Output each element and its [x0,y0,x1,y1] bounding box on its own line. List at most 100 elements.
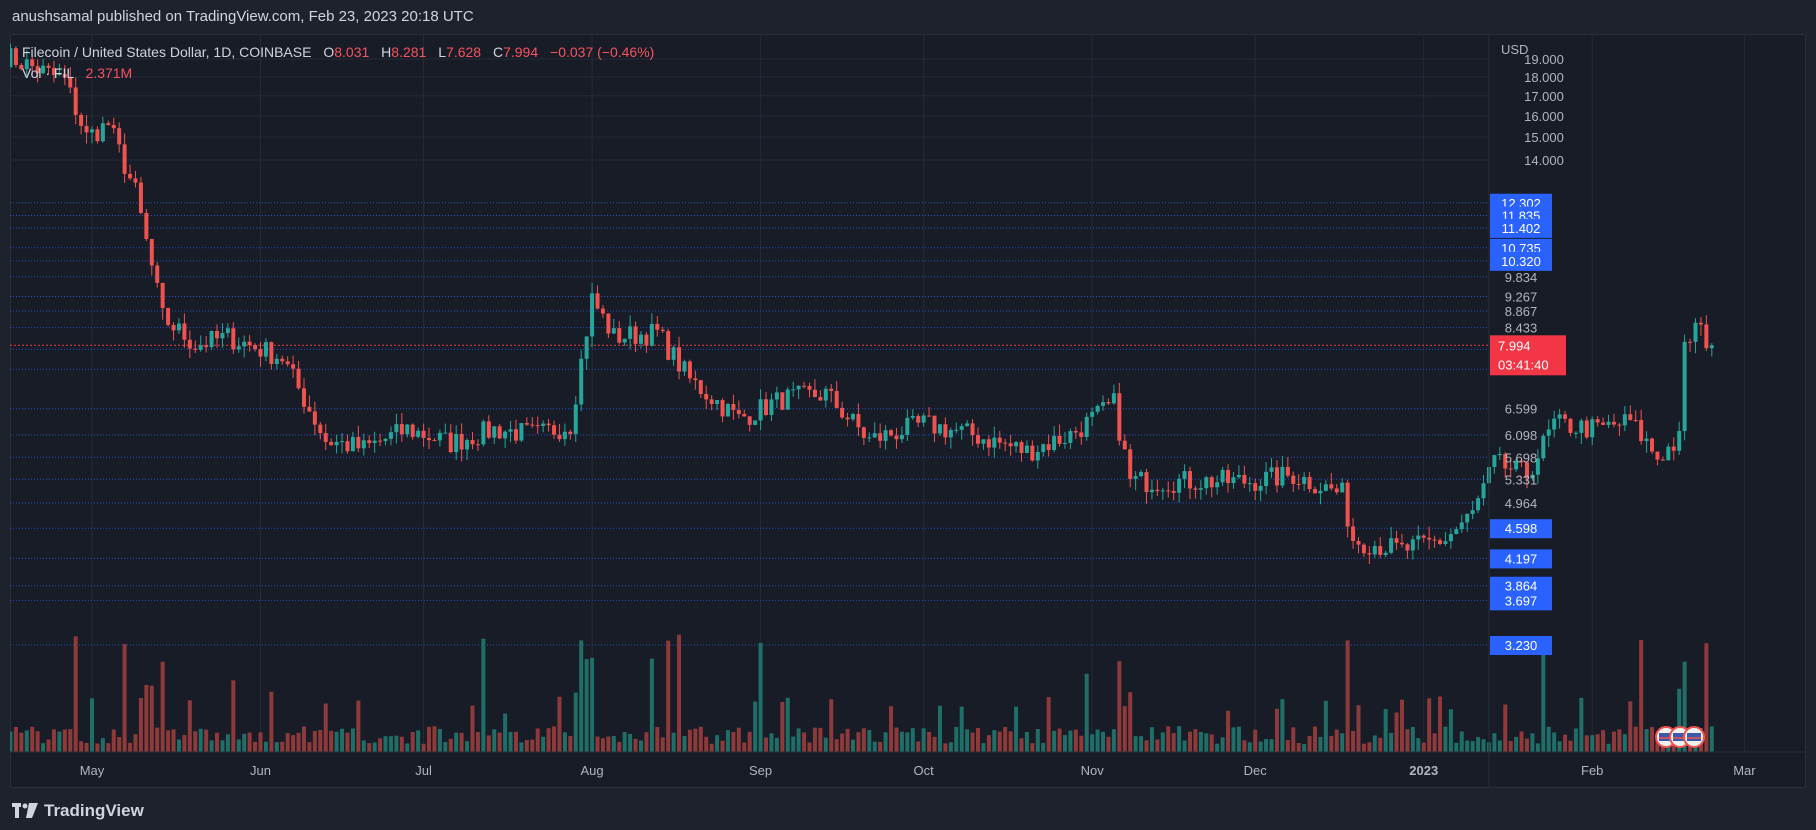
candle-body [1291,475,1296,484]
candle-body [1046,444,1051,451]
candle-body [965,423,970,427]
volume-bar [68,729,73,752]
candle-body [1622,414,1627,426]
candle-body [1438,540,1443,544]
candle-body [13,48,18,66]
candle-body [280,358,285,362]
candle-body [508,429,513,432]
volume-bar [807,742,812,752]
volume-bar [1617,729,1622,752]
economic-event-flag[interactable] [1683,726,1705,748]
volume-bar [1340,733,1345,752]
candle-body [1274,467,1279,486]
candle-body [372,440,377,444]
candle-body [1062,442,1067,444]
candle-body [1666,446,1671,461]
level-price-tag: 5.698 [1505,450,1538,465]
volume-bar [1296,742,1301,752]
volume-bar [725,730,730,752]
candle-body [1329,484,1334,489]
candle-body [329,441,334,446]
volume-bar [1329,735,1334,752]
volume-bar [1285,740,1290,752]
volume-bar [35,731,40,752]
volume-bar [160,661,165,752]
volume-bar [1579,697,1584,752]
candle-body [997,437,1002,443]
volume-bar [1628,701,1633,752]
volume-bar [948,742,953,752]
last-price-tag: 7.994 03:41:40 [1490,335,1566,376]
candle-body [1682,341,1687,432]
time-tick-label: Dec [1244,763,1268,778]
level-tag-text: 3.697 [1505,593,1538,608]
candle-body [829,388,834,392]
volume-bar [986,735,991,752]
time-tick-label: Sep [749,763,772,778]
candle-body [1285,466,1290,476]
tradingview-logo[interactable]: TradingView [12,796,144,826]
time-axis: May Jun Jul Aug Sep Oct Nov Dec 2023 Feb Mar [10,751,1806,778]
volume-bar [687,729,692,752]
level-tag-box [1490,549,1552,569]
volume-bar [503,713,508,752]
candle-body [590,293,595,337]
level-tag-box [1490,519,1552,539]
volume-bar [1008,731,1013,752]
candle-body [1698,322,1703,325]
volume-bar [269,691,274,752]
volume-bar [720,740,725,752]
volume-bar [350,728,355,752]
candle-body [416,430,421,437]
volume-bar [182,735,187,752]
volume-bar [73,636,78,752]
candle-body [1280,466,1285,486]
volume-bar [1552,732,1557,752]
level-price-tag: 8.433 [1505,321,1538,336]
candle-body [1481,483,1486,499]
candle-body [780,392,785,410]
countdown-text: 03:41:40 [1498,357,1549,372]
candle-body [1568,418,1573,433]
candle-body [1563,414,1568,419]
candle-body [1356,541,1361,545]
volume-bar [1030,743,1035,752]
volume-bar [1519,731,1524,752]
candle-body [1535,458,1540,475]
volume-bar [1095,729,1100,752]
volume-bar [1503,704,1508,752]
volume-bar [562,732,567,752]
volume-bar [340,728,345,752]
candle-body [1084,416,1089,437]
volume-bar [530,739,535,752]
candle-body [840,407,845,418]
level-tag-text: 9.834 [1505,270,1538,285]
level-tag-text: 9.267 [1505,289,1538,304]
volume-bar [133,734,138,752]
candle-body [410,424,415,437]
volume-bar [405,743,410,752]
candle-body [231,328,236,350]
level-tag-text: 6.098 [1505,428,1538,443]
level-tag-box [1490,636,1552,655]
volume-bar [1611,731,1616,752]
volume-bar [1253,729,1258,752]
candle-body [655,323,660,330]
volume-bar [1524,738,1529,752]
candle-body [470,440,475,445]
volume-bar [1149,727,1154,752]
candle-body [595,293,600,309]
candle-body [46,65,51,68]
volume-bar [421,743,426,752]
volume-bar [1470,741,1475,752]
candle-body [1611,421,1616,425]
volume-bar [1454,742,1459,752]
candle-body [1503,453,1508,469]
candle-body [84,125,89,133]
level-price-tag: 4.964 [1505,496,1538,511]
candle-body [312,411,317,425]
price-chart[interactable]: 19.000 18.000 17.000 16.000 15.000 14.000 USD 1… [10,34,1806,788]
candle-body [1660,459,1665,461]
volume-bar [1291,727,1296,752]
volume-bar [1209,734,1214,752]
